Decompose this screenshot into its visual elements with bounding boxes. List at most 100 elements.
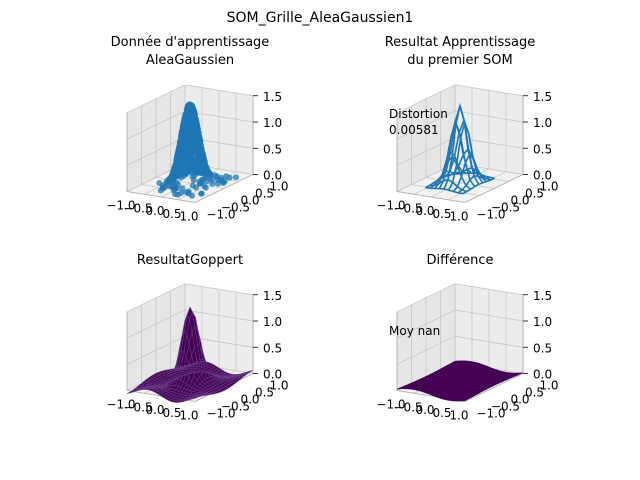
y-tick-label: −1.0 (206, 208, 235, 222)
y-tick-label: 0.5 (255, 187, 274, 201)
y-tick-label: −0.5 (491, 201, 520, 215)
x-tick-label: 1.0 (449, 409, 468, 423)
x-tick-label: 0.0 (145, 403, 164, 417)
scatter-point (204, 178, 211, 185)
z-tick-label: 1.0 (533, 315, 552, 329)
x-tick-label: 0.5 (432, 207, 451, 221)
z-tick-label: 1.0 (263, 116, 282, 130)
x-tick-label: 0.5 (162, 406, 181, 420)
scatter-point (190, 177, 197, 184)
y-tick-label: −1.0 (476, 208, 505, 222)
z-tick-label: 0.0 (263, 169, 282, 183)
axes-title: du premier SOM (407, 53, 512, 68)
x-tick-label: 1.0 (179, 210, 198, 224)
x-tick-label: −1.0 (376, 199, 405, 213)
x-tick-label: 0.5 (162, 207, 181, 221)
z-tick-label: 0.0 (533, 169, 552, 183)
z-tick-label: 0.5 (533, 341, 552, 355)
axes-title: Donnée d'apprentissage (111, 35, 270, 50)
y-tick-label: 0.0 (510, 393, 529, 407)
z-tick-label: 1.0 (533, 116, 552, 130)
grid-line (396, 163, 524, 192)
z-tick-label: 0.0 (533, 368, 552, 382)
axes-panel-3: ResultatGoppert−1.0−0.50.00.51.0 −1.0−0.5… (106, 253, 288, 423)
z-tick-label: 0.0 (263, 368, 282, 382)
axes-title: AleaGaussien (146, 53, 234, 68)
scatter-point (202, 184, 209, 191)
z-tick-label: 1.0 (263, 315, 282, 329)
scatter-point (179, 140, 186, 147)
scatter-point (189, 182, 196, 189)
grid-line (396, 84, 524, 114)
scatter-point (174, 191, 181, 198)
y-tick-label: 1.0 (539, 180, 558, 194)
z-tick-label: 1.5 (533, 289, 552, 303)
wire-line (457, 171, 495, 180)
y-tick-label: 1.0 (539, 379, 558, 393)
scatter-point (196, 180, 203, 187)
z-tick-label: 0.5 (263, 341, 282, 355)
surface-cell (126, 391, 133, 394)
y-tick-label: 1.0 (269, 180, 288, 194)
y-tick-label: 0.5 (255, 386, 274, 400)
x-tick-label: −0.5 (123, 400, 152, 414)
grid-line (396, 335, 524, 365)
z-tick-label: 1.5 (533, 90, 552, 104)
scatter-point (214, 180, 221, 187)
x-tick-label: 0.0 (415, 403, 434, 417)
scatter-point (157, 187, 164, 194)
y-tick-label: −0.5 (221, 201, 250, 215)
figure-title: SOM_Grille_AleaGaussien1 (227, 10, 414, 26)
scatter-point (226, 174, 233, 181)
x-tick-label: 0.0 (145, 204, 164, 218)
scatter-point (179, 185, 186, 192)
x-tick-label: 0.0 (415, 204, 434, 218)
scatter-point (214, 176, 221, 183)
x-tick-label: 0.5 (432, 406, 451, 420)
scatter-point (183, 133, 190, 140)
wire-line (453, 167, 491, 181)
scatter-point (209, 180, 216, 187)
scatter-point (220, 180, 227, 186)
x-tick-label: −0.5 (393, 201, 422, 215)
axes-annotation: 0.00581 (389, 123, 439, 137)
surface-cell (396, 387, 403, 390)
scatter-point (178, 156, 185, 163)
x-tick-label: −0.5 (123, 201, 152, 215)
z-tick-label: 1.5 (263, 289, 282, 303)
y-tick-label: 0.0 (240, 194, 259, 208)
y-tick-label: −0.5 (221, 400, 250, 414)
y-tick-label: −0.5 (491, 400, 520, 414)
scatter-point (233, 174, 239, 181)
axes-annotation: Distortion (389, 107, 448, 121)
y-tick-label: 0.5 (525, 187, 544, 201)
axes-title: ResultatGoppert (137, 253, 243, 268)
x-tick-label: −1.0 (106, 398, 135, 412)
grid-line (396, 110, 524, 140)
y-tick-label: 0.5 (525, 386, 544, 400)
x-tick-label: −1.0 (106, 199, 135, 213)
y-tick-label: 1.0 (269, 379, 288, 393)
z-tick-label: 0.5 (263, 142, 282, 156)
axes-title: Resultat Apprentissage (385, 35, 536, 50)
grid-line (126, 84, 254, 114)
grid-line (126, 283, 254, 313)
axes-panel-1: Donnée d'apprentissageAleaGaussien−1.0−0… (106, 35, 288, 224)
axes-panel-4: Différence−1.0−0.50.00.51.0 −1.0−0.50.00.… (376, 253, 558, 423)
axes-title: Différence (426, 253, 493, 268)
y-tick-label: 0.0 (240, 393, 259, 407)
x-tick-label: 1.0 (179, 409, 198, 423)
grid-line (396, 283, 524, 313)
grid-line (126, 309, 254, 339)
z-tick-label: 0.5 (533, 142, 552, 156)
x-tick-label: −0.5 (393, 400, 422, 414)
scatter-point (189, 192, 195, 199)
scatter-point (177, 174, 184, 181)
panels: Donnée d'apprentissageAleaGaussien−1.0−0… (106, 35, 558, 423)
y-tick-label: 0.0 (510, 194, 529, 208)
x-tick-label: 1.0 (449, 210, 468, 224)
x-tick-label: −1.0 (376, 398, 405, 412)
wire-line (462, 177, 495, 195)
axes-annotation: Moy nan (389, 324, 440, 338)
